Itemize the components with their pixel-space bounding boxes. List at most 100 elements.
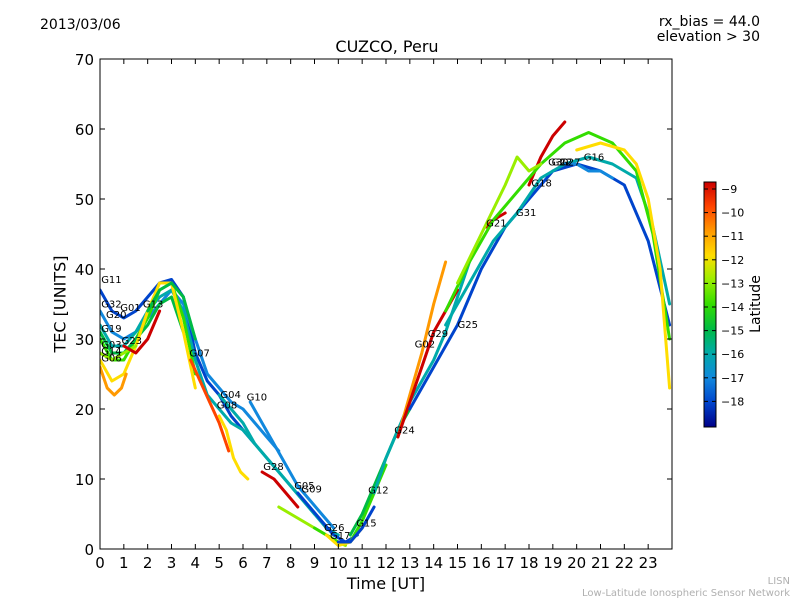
sat-label-g04: G04 — [220, 390, 240, 401]
sat-label-g10: G10 — [247, 393, 267, 404]
x-tick-label: 10 — [329, 554, 348, 572]
sat-label-g21: G21 — [486, 218, 506, 229]
colorbar-tick-label: −9 — [721, 183, 737, 196]
series-g30 — [575, 141, 672, 390]
y-tick-label: 50 — [75, 191, 94, 209]
sat-label-g07: G07 — [189, 349, 209, 360]
x-tick-label: 0 — [95, 554, 105, 572]
x-tick-label: 22 — [615, 554, 634, 572]
x-tick-label: 4 — [191, 554, 201, 572]
x-tick-label: 3 — [167, 554, 177, 572]
series-g29 — [396, 288, 459, 439]
sat-label-g03: G03 — [101, 340, 121, 351]
series-g01 — [100, 281, 197, 376]
x-tick-label: 13 — [400, 554, 419, 572]
y-tick-label: 10 — [75, 471, 94, 489]
credit-long: Low-Latitude Ionospheric Sensor Network — [582, 588, 790, 599]
y-tick-label: 30 — [75, 331, 94, 349]
sat-label-g25: G25 — [458, 320, 478, 331]
x-tick-label: 2 — [143, 554, 153, 572]
series-g07 — [189, 358, 231, 453]
sat-label-g05: G05 — [294, 481, 314, 492]
x-tick-label: 21 — [591, 554, 610, 572]
chart-title: CUZCO, Peru — [335, 37, 439, 56]
colorbar-tick-label: −18 — [721, 395, 744, 408]
sat-label-g18: G18 — [531, 178, 551, 189]
colorbar-ticks: −9 −10 −11 −12 −13 −14 −15 −16 −17 −18 — [704, 183, 744, 408]
colorbar-tick-label: −15 — [721, 325, 744, 338]
y-tick-label: 70 — [75, 51, 94, 69]
x-tick-label: 8 — [286, 554, 296, 572]
sat-label-g24: G24 — [394, 426, 414, 437]
y-tick-label: 60 — [75, 121, 94, 139]
x-tick-label: 18 — [519, 554, 538, 572]
sat-label-g26: G26 — [324, 523, 344, 534]
colorbar-tick-label: −16 — [721, 348, 744, 361]
y-tick-label: 40 — [75, 261, 94, 279]
colorbar-tick-label: −12 — [721, 254, 744, 267]
colorbar — [703, 181, 717, 428]
x-tick-label: 1 — [119, 554, 129, 572]
series-g08 — [217, 414, 250, 481]
sat-label-g12: G12 — [368, 486, 388, 497]
credit-short: LISN — [767, 576, 790, 587]
x-tick-label: 16 — [472, 554, 491, 572]
sat-label-g06: G06 — [101, 353, 121, 364]
sat-label-g08: G08 — [217, 400, 237, 411]
series-g23 — [122, 309, 162, 355]
sat-label-g09: G09 — [301, 484, 321, 495]
y-tick-label: 0 — [84, 541, 94, 559]
x-tick-label: 19 — [543, 554, 562, 572]
sat-label-g30: G30 — [548, 157, 568, 168]
x-tick-label: 5 — [214, 554, 224, 572]
sat-label-g13: G13 — [143, 300, 163, 311]
series-g15 — [336, 505, 376, 544]
axes-layer: 0 1 2 3 4 5 6 7 8 9 10 11 12 13 14 15 16 17 18 19 20 21 22 2301… — [75, 51, 672, 572]
x-axis-label: Time [UT] — [346, 574, 426, 593]
x-tick-label: 9 — [310, 554, 320, 572]
y-tick-label: 20 — [75, 401, 94, 419]
series-g22 — [444, 131, 672, 341]
x-tick-label: 20 — [567, 554, 586, 572]
date-label: 2013/03/06 — [40, 17, 121, 33]
x-tick-label: 23 — [639, 554, 658, 572]
x-tick-label: 7 — [262, 554, 272, 572]
series-g13 — [146, 281, 197, 341]
series-g02 — [396, 260, 448, 439]
colorbar-tick-label: −14 — [721, 301, 744, 314]
rx-bias-label: rx_bias = 44.0 — [658, 14, 760, 30]
series-g16 — [456, 155, 543, 285]
colorbar-tick-label: −13 — [721, 277, 744, 290]
sat-label-g22: G22 — [552, 157, 572, 168]
series-g28 — [260, 470, 300, 509]
elevation-label: elevation > 30 — [656, 29, 760, 45]
sat-label-g27: G27 — [560, 157, 580, 168]
sat-label-g19: G19 — [101, 324, 121, 335]
colorbar-tick-label: −11 — [721, 230, 744, 243]
series-layer — [100, 120, 672, 547]
sat-label-g14: G14 — [101, 346, 121, 357]
x-tick-label: 14 — [424, 554, 443, 572]
sat-label-g28: G28 — [263, 462, 283, 473]
sat-label-g01: G01 — [120, 303, 140, 314]
sat-label-g15: G15 — [356, 519, 376, 530]
x-tick-label: 17 — [496, 554, 515, 572]
sat-label-g23: G23 — [122, 336, 142, 347]
series-g06 — [100, 365, 128, 397]
x-tick-label: 15 — [448, 554, 467, 572]
x-tick-label: 6 — [238, 554, 248, 572]
colorbar-tick-label: −17 — [721, 372, 744, 385]
x-tick-label: 11 — [353, 554, 372, 572]
sat-label-g31: G31 — [516, 208, 536, 219]
series-g27 — [563, 162, 614, 180]
colorbar-tick-label: −10 — [721, 207, 744, 220]
sat-label-g29: G29 — [428, 329, 448, 340]
x-tick-label: 12 — [376, 554, 395, 572]
sat-label-g20: G20 — [106, 310, 126, 321]
sat-label-g02: G02 — [415, 339, 435, 350]
series-g25 — [408, 162, 672, 411]
sat-label-g11: G11 — [101, 275, 121, 286]
sat-label-g16: G16 — [584, 153, 604, 164]
sat-label-g32: G32 — [101, 300, 121, 311]
